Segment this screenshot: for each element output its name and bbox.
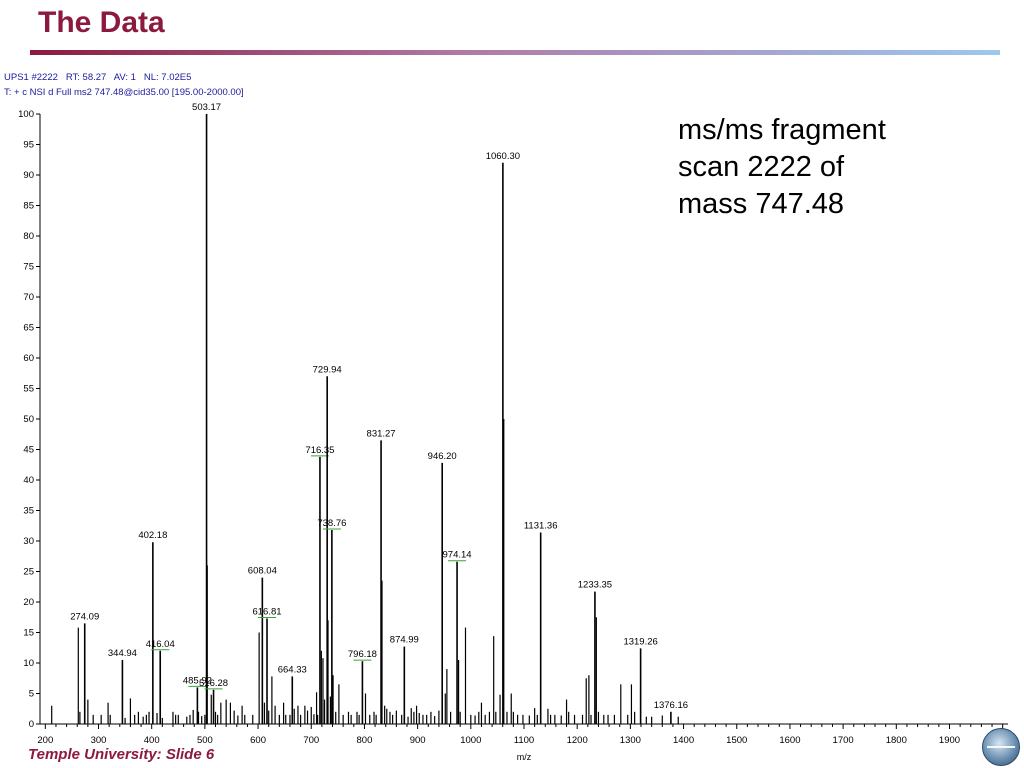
x-tick-label: 600 [250,735,266,746]
av-value: 1 [130,72,136,83]
peak-label: 1319.26 [623,636,657,647]
peak-label: 874.99 [390,635,419,646]
scan-header-line-1: UPS1 #2222 RT: 58.27 AV: 1 NL: 7.02E5 [4,72,191,83]
x-tick-label: 500 [197,735,213,746]
peak-label: 616.81 [252,606,281,617]
y-tick-label: 0 [29,719,34,730]
x-tick-label: 1400 [673,735,694,746]
x-tick-label: 1200 [567,735,588,746]
x-tick-label: 1600 [779,735,800,746]
peak-label: 1131.36 [524,520,558,531]
y-tick-label: 50 [23,414,34,425]
footer-text: Temple University: Slide 6 [28,746,215,763]
x-tick-label: 400 [144,735,160,746]
scan-number: 2222 [36,72,58,83]
x-tick-label: 300 [91,735,107,746]
x-tick-label: 1700 [833,735,854,746]
x-tick-label: 1000 [460,735,481,746]
peak-label: 416.04 [146,639,175,650]
scan-description-line: scan 2222 of [678,151,845,183]
x-tick-label: 1300 [620,735,641,746]
rt-label: RT: [65,72,80,83]
peak-label: 402.18 [138,530,167,541]
peak-label: 485.92 [183,675,212,686]
y-tick-label: 85 [23,201,34,212]
y-tick-label: 75 [23,262,34,273]
peak-label: 716.35 [305,445,334,456]
scan-header-line-2: T: + c NSI d Full ms2 747.48@cid35.00 [1… [4,87,244,98]
nl-label: NL: [143,72,159,83]
y-tick-label: 55 [23,384,34,395]
x-tick-label: 1800 [886,735,907,746]
x-tick-label: 1100 [514,735,534,746]
y-tick-label: 25 [23,567,34,578]
x-axis-label: m/z [517,752,532,762]
peak-label: 516.28 [199,678,228,689]
y-tick-label: 70 [23,292,34,303]
y-tick-label: 95 [23,140,34,151]
x-tick-label: 200 [37,735,53,746]
scan-description-line: ms/ms fragment [678,114,886,146]
peak-label: 344.94 [108,648,137,659]
peak-label: 1376.16 [654,700,688,711]
x-tick-label: 800 [357,735,373,746]
peak-label: 831.27 [367,428,396,439]
rt-value: 58.27 [82,72,107,83]
peak-label: 946.20 [428,451,457,462]
peak-label: 738.76 [317,518,346,529]
y-tick-label: 45 [23,445,34,456]
y-tick-label: 60 [23,353,34,364]
slide-title: The Data [38,6,165,39]
y-tick-label: 15 [23,628,34,639]
x-tick-label: 1900 [939,735,960,746]
peak-label: 274.09 [70,611,99,622]
y-tick-label: 100 [18,109,34,120]
peak-label: 608.04 [248,566,277,577]
y-tick-label: 10 [23,658,34,669]
scan-label: UPS1 # [4,72,37,83]
x-tick-label: 1500 [726,735,747,746]
peak-label: 1060.30 [486,151,520,162]
peak-label: 796.18 [348,649,377,660]
y-tick-label: 5 [29,689,34,700]
nl-value: 7.02E5 [161,72,192,83]
x-tick-label: 900 [410,735,426,746]
y-tick-label: 65 [23,323,34,334]
scan-description-line: mass 747.48 [678,188,845,220]
peak-label: 503.17 [192,102,221,113]
scan-description: ms/ms fragment scan 2222 of mass 747.48 [678,112,886,223]
x-tick-label: 700 [303,735,319,746]
university-logo-icon [982,728,1020,766]
peak-label: 729.94 [313,364,342,375]
y-tick-label: 90 [23,170,34,181]
peak-label: 664.33 [278,664,307,675]
y-tick-label: 35 [23,506,34,517]
title-divider [30,50,1000,55]
y-tick-label: 20 [23,597,34,608]
y-tick-label: 30 [23,536,34,547]
y-tick-label: 80 [23,231,34,242]
peak-label: 1233.35 [578,580,612,591]
y-tick-label: 40 [23,475,34,486]
av-label: AV: [113,72,128,83]
peak-label: 974.14 [443,550,472,561]
